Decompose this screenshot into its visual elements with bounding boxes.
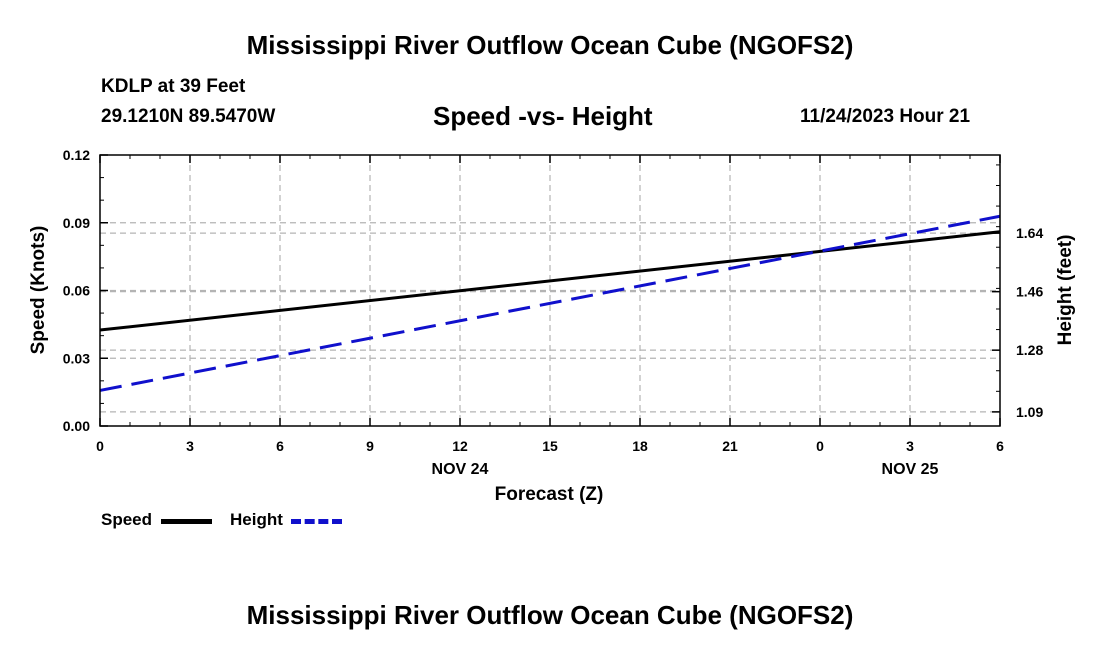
x-tick-label: 18 [632, 438, 648, 454]
chart-title-bottom: Mississippi River Outflow Ocean Cube (NG… [246, 600, 854, 630]
x-tick-label: 3 [906, 438, 914, 454]
y-tick-label: 0.03 [63, 350, 90, 366]
y-axis-label: Speed (Knots) [28, 226, 49, 355]
x-date-label: NOV 25 [882, 461, 939, 478]
axes: 0 3 6 9 12 15 18 21 0 3 6 NOV 24 NOV 25 0.00 0.03 0.06 0… [63, 147, 1044, 478]
y2-tick-label: 1.28 [1016, 342, 1043, 358]
y2-tick-label: 1.46 [1016, 284, 1043, 300]
legend-speed-label: Speed [101, 510, 153, 529]
forecast-date: 11/24/2023 Hour 21 [800, 106, 971, 127]
y-tick-label: 0.12 [63, 147, 90, 163]
x-date-label: NOV 24 [432, 461, 489, 478]
y2-axis-label: Height (feet) [1055, 235, 1076, 346]
y2-tick-label: 1.09 [1016, 404, 1043, 420]
series-speed-line [99, 230, 1001, 332]
legend-height-label: Height [230, 510, 283, 529]
x-tick-label: 21 [722, 438, 738, 454]
station-label: KDLP at 39 Feet [101, 76, 246, 97]
x-tick-label: 9 [366, 438, 374, 454]
y-tick-label: 0.06 [63, 283, 90, 299]
legend-speed-swatch [161, 519, 212, 524]
x-tick-label: 3 [186, 438, 194, 454]
series-height-line [99, 214, 1001, 392]
series [99, 214, 1001, 392]
x-tick-label: 0 [96, 438, 104, 454]
y2-tick-label: 1.64 [1016, 225, 1043, 241]
chart-subtitle: Speed -vs- Height [433, 101, 653, 131]
grid [100, 155, 1000, 426]
x-tick-label: 6 [996, 438, 1004, 454]
chart-title-top: Mississippi River Outflow Ocean Cube (NG… [246, 30, 854, 60]
y-tick-label: 0.00 [63, 418, 90, 434]
y-tick-label: 0.09 [63, 215, 90, 231]
x-tick-label: 12 [452, 438, 468, 454]
speed-height-chart: 0 3 6 9 12 15 18 21 0 3 6 NOV 24 NOV 25 0.00 0.03 0.06 0… [28, 147, 1076, 505]
x-tick-label: 0 [816, 438, 824, 454]
station-coords: 29.1210N 89.5470W [101, 106, 276, 127]
legend-height-swatch [291, 519, 342, 524]
x-tick-label: 15 [542, 438, 558, 454]
x-tick-label: 6 [276, 438, 284, 454]
x-axis-label: Forecast (Z) [495, 484, 604, 505]
